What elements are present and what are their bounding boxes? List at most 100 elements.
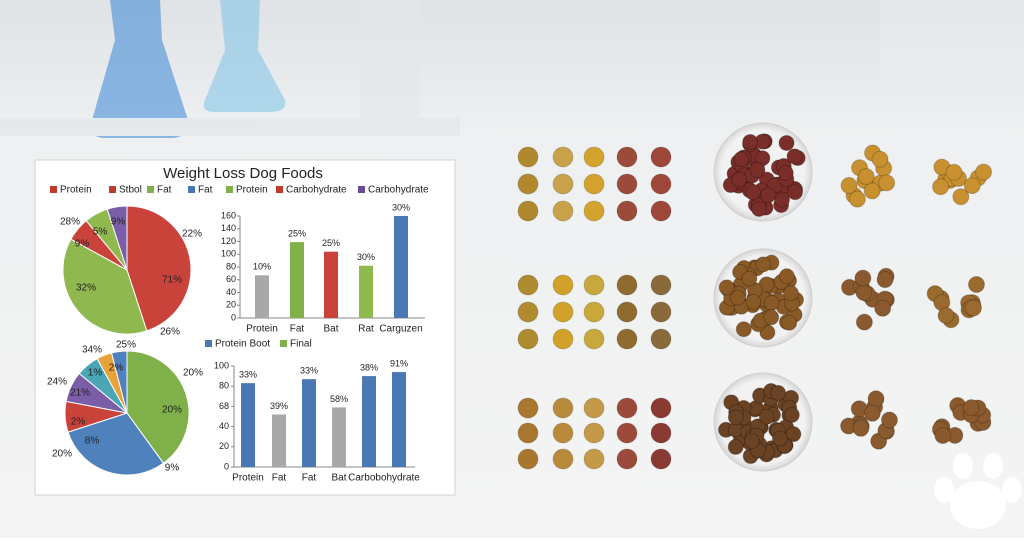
- kibble: [854, 269, 872, 287]
- kibble: [616, 301, 638, 323]
- kibble: [650, 274, 672, 296]
- x-tick-label: Carguzen: [379, 324, 422, 335]
- bar-annotation: 58%: [330, 394, 348, 404]
- legend-swatch: [276, 186, 283, 193]
- bar: [302, 379, 316, 467]
- kibble: [774, 191, 791, 208]
- kibble: [729, 289, 746, 306]
- kibble: [781, 314, 798, 331]
- kibble: [552, 422, 574, 444]
- kibble: [583, 422, 605, 444]
- kibble: [552, 173, 574, 195]
- card-title: Weight Loss Dog Foods: [163, 165, 323, 182]
- kibble: [963, 177, 981, 195]
- kibble: [583, 274, 605, 296]
- kibble: [552, 274, 574, 296]
- kibble: [517, 422, 539, 444]
- kibble: [760, 187, 777, 204]
- pie-label: 9%: [165, 463, 180, 474]
- kibble: [880, 411, 898, 429]
- legend-label: Protein: [236, 185, 268, 196]
- kibble: [751, 200, 768, 217]
- kibble: [517, 200, 539, 222]
- bar: [255, 275, 269, 318]
- y-tick-label: 0: [224, 461, 229, 471]
- kibble: [962, 399, 980, 417]
- kibble: [650, 397, 672, 419]
- legend-swatch: [109, 186, 116, 193]
- legend-label: Fat: [198, 185, 213, 196]
- legend-label: Stbol: [119, 185, 142, 196]
- kibble: [552, 448, 574, 470]
- kibble: [857, 168, 875, 186]
- pie-label: 20%: [183, 368, 203, 379]
- kibble: [878, 174, 896, 192]
- kibble: [874, 299, 892, 317]
- x-tick-label: Bat: [323, 324, 338, 335]
- pie-label: 2%: [71, 417, 86, 428]
- bar-annotation: 33%: [239, 370, 257, 380]
- kibble: [616, 448, 638, 470]
- x-tick-label: Fat: [302, 473, 317, 484]
- legend-swatch: [50, 186, 57, 193]
- kibble: [650, 173, 672, 195]
- bar: [332, 407, 346, 467]
- pie-slice: [126, 350, 190, 464]
- x-tick-label: Carbobohydrate: [348, 473, 420, 484]
- legend-label: Carbohydrate: [368, 185, 429, 196]
- kibble: [871, 150, 889, 168]
- legend-swatch: [147, 186, 154, 193]
- kibble: [743, 433, 760, 450]
- kibble: [583, 397, 605, 419]
- kibble: [583, 200, 605, 222]
- kibble: [863, 404, 881, 422]
- kibble: [786, 148, 803, 165]
- kibble: [755, 256, 772, 273]
- kibble: [777, 165, 794, 182]
- pie-slice: [106, 205, 128, 271]
- kibble: [616, 146, 638, 168]
- kibble: [783, 406, 800, 423]
- x-tick-label: Protein: [232, 473, 264, 484]
- kibble: [552, 146, 574, 168]
- kibble: [583, 448, 605, 470]
- bar-annotation: 30%: [392, 202, 410, 212]
- legend-label: Fat: [157, 185, 172, 196]
- y-tick-label: 68: [219, 401, 229, 411]
- pie-label: 20%: [52, 449, 72, 460]
- kibble: [517, 146, 539, 168]
- pie-label: 1%: [88, 368, 103, 379]
- kibble: [517, 328, 539, 350]
- y-tick-label: 80: [226, 261, 236, 271]
- pie-label: 26%: [160, 327, 180, 338]
- kibble: [763, 309, 780, 326]
- kibble: [840, 176, 858, 194]
- pie-label: 25%: [116, 340, 136, 351]
- bar-annotation: 33%: [300, 366, 318, 376]
- y-tick-label: 140: [221, 223, 236, 233]
- y-tick-label: 100: [221, 249, 236, 259]
- kibble: [745, 293, 762, 310]
- pie-label: 32%: [76, 283, 96, 294]
- x-tick-label: Fat: [272, 473, 287, 484]
- bar: [362, 376, 376, 467]
- bar-annotation: 38%: [360, 362, 378, 372]
- x-tick-label: Rat: [358, 324, 374, 335]
- kibble: [741, 270, 758, 287]
- legend-swatch: [226, 186, 233, 193]
- kibble: [749, 162, 766, 179]
- pie-slice: [67, 412, 165, 476]
- y-tick-label: 20: [226, 300, 236, 310]
- legend-label: Final: [290, 339, 312, 350]
- kibble: [964, 299, 982, 317]
- kibble: [867, 390, 885, 408]
- kibble: [855, 313, 873, 331]
- pie-label: 5%: [93, 227, 108, 238]
- bar-annotation: 25%: [322, 238, 340, 248]
- y-tick-label: 0: [231, 312, 236, 322]
- kibble: [727, 438, 744, 455]
- kibble: [763, 294, 780, 311]
- y-tick-label: 160: [221, 210, 236, 220]
- bar-annotation: 39%: [270, 401, 288, 411]
